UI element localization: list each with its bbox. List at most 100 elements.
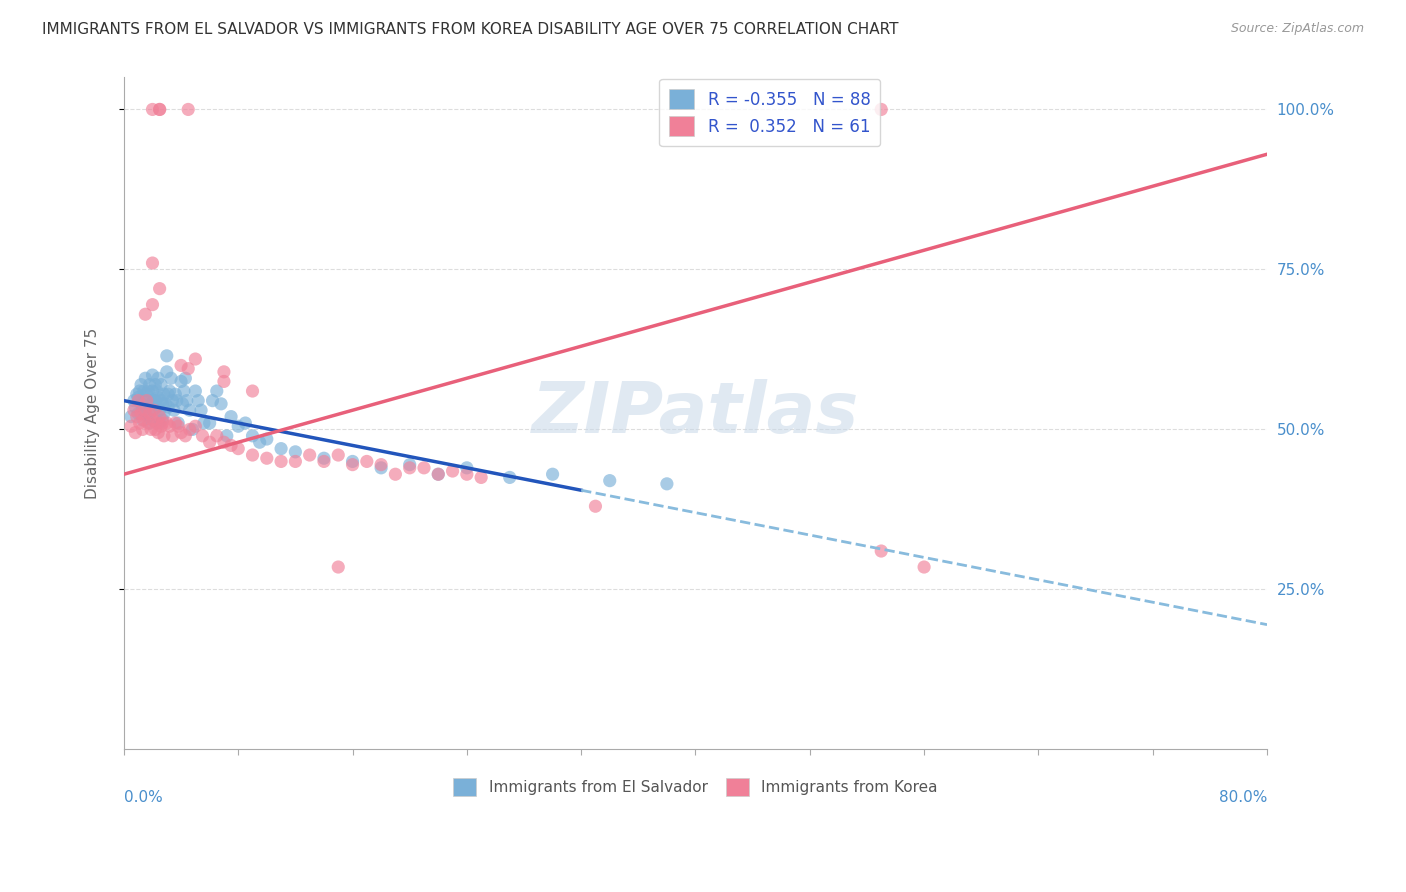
Point [159, 384, 181, 398]
Point [209, 397, 232, 411]
Point [356, 454, 378, 468]
Point [181, 422, 204, 436]
Point [131, 422, 153, 436]
Point [328, 448, 350, 462]
Point [166, 393, 188, 408]
Point [174, 429, 197, 443]
Point [149, 403, 172, 417]
Point [155, 397, 177, 411]
Point [370, 460, 392, 475]
Point [205, 429, 228, 443]
Point [141, 413, 163, 427]
Point [153, 406, 176, 420]
Point [120, 409, 142, 424]
Point [160, 371, 183, 385]
Point [172, 397, 194, 411]
Point [128, 416, 150, 430]
Point [398, 460, 420, 475]
Point [141, 103, 163, 117]
Point [201, 393, 224, 408]
Point [198, 416, 221, 430]
Point [143, 377, 166, 392]
Point [427, 467, 450, 482]
Point [249, 435, 271, 450]
Point [284, 445, 307, 459]
Point [124, 425, 146, 440]
Point [124, 400, 146, 414]
Point [456, 467, 478, 482]
Point [120, 419, 142, 434]
Point [138, 377, 160, 392]
Point [312, 454, 335, 468]
Point [191, 429, 214, 443]
Point [135, 393, 157, 408]
Point [148, 371, 170, 385]
Point [122, 393, 145, 408]
Point [585, 500, 607, 514]
Point [215, 429, 238, 443]
Point [156, 416, 179, 430]
Point [134, 307, 156, 321]
Point [170, 359, 193, 373]
Point [141, 298, 163, 312]
Point [143, 393, 166, 408]
Point [242, 429, 264, 443]
Point [129, 397, 152, 411]
Point [184, 419, 207, 434]
Text: IMMIGRANTS FROM EL SALVADOR VS IMMIGRANTS FROM KOREA DISABILITY AGE OVER 75 CORR: IMMIGRANTS FROM EL SALVADOR VS IMMIGRANT… [42, 22, 898, 37]
Point [174, 371, 197, 385]
Point [152, 416, 174, 430]
Text: Source: ZipAtlas.com: Source: ZipAtlas.com [1230, 22, 1364, 36]
Point [138, 406, 160, 420]
Point [156, 349, 179, 363]
Point [146, 416, 169, 430]
Point [190, 403, 212, 417]
Point [138, 416, 160, 430]
Point [167, 416, 190, 430]
Point [142, 403, 165, 417]
Text: 0.0%: 0.0% [124, 789, 163, 805]
Point [148, 391, 170, 405]
Point [370, 458, 392, 472]
Point [125, 387, 148, 401]
Point [184, 352, 207, 367]
Point [159, 419, 181, 434]
Point [136, 384, 159, 398]
Point [177, 361, 200, 376]
Point [170, 375, 193, 389]
Point [312, 451, 335, 466]
Point [139, 397, 162, 411]
Point [256, 432, 278, 446]
Point [152, 397, 174, 411]
Point [270, 454, 292, 468]
Text: ZIPatlas: ZIPatlas [531, 379, 859, 448]
Point [226, 442, 249, 456]
Point [242, 384, 264, 398]
Point [179, 403, 201, 417]
Point [134, 403, 156, 417]
Point [167, 419, 190, 434]
Point [187, 393, 209, 408]
Point [541, 467, 564, 482]
Point [256, 451, 278, 466]
Point [157, 400, 180, 414]
Point [129, 377, 152, 392]
Point [143, 422, 166, 436]
Point [413, 460, 436, 475]
Point [131, 413, 153, 427]
Point [149, 103, 172, 117]
Point [141, 368, 163, 382]
Point [152, 413, 174, 427]
Point [156, 365, 179, 379]
Point [162, 393, 184, 408]
Point [398, 458, 420, 472]
Point [219, 409, 242, 424]
Point [136, 409, 159, 424]
Point [270, 442, 292, 456]
Point [342, 454, 364, 468]
Point [328, 560, 350, 574]
Point [141, 403, 163, 417]
Point [298, 448, 321, 462]
Point [441, 464, 464, 478]
Point [870, 544, 893, 558]
